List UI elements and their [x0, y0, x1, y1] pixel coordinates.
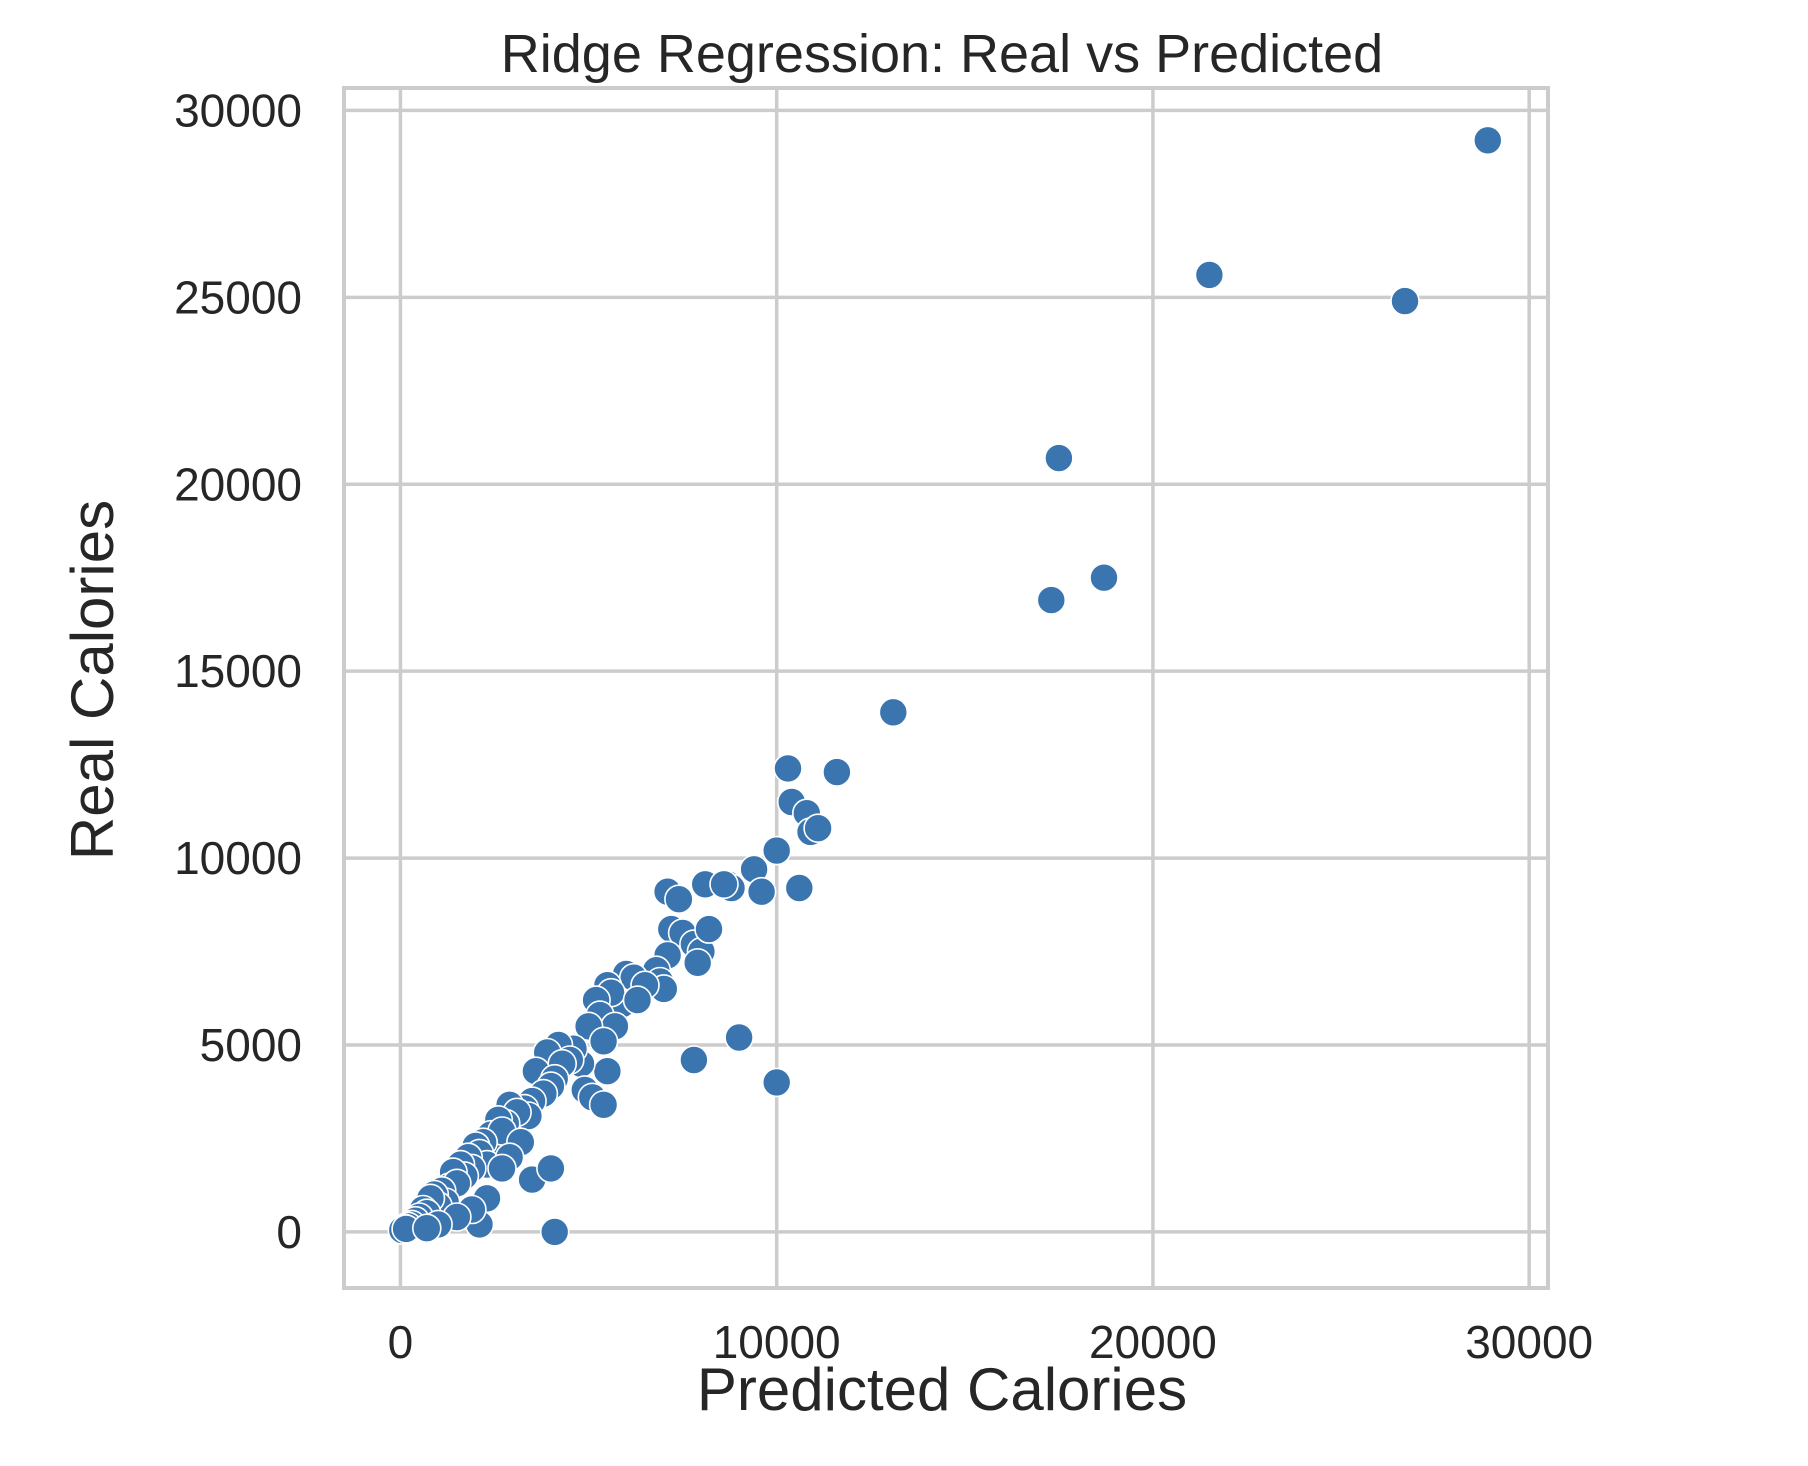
plot-frame — [342, 86, 1550, 1290]
data-point — [724, 1022, 754, 1053]
tick-labels: 0 10000 20000 30000 0 5000 10000 15000 20000 2500… — [174, 84, 1593, 1368]
data-point — [803, 813, 833, 844]
data-point — [679, 1045, 709, 1075]
data-point — [784, 873, 815, 903]
data-point — [1473, 125, 1503, 156]
data-point — [1089, 562, 1119, 593]
data-point — [878, 697, 909, 728]
data-point — [1036, 585, 1067, 615]
data-point — [588, 1090, 619, 1120]
data-point — [746, 876, 777, 907]
data-point — [539, 1217, 570, 1247]
y-tick-label: 15000 — [174, 645, 302, 697]
data-point — [761, 835, 792, 866]
data-point — [1390, 286, 1420, 316]
x-tick-label: 30000 — [1465, 1316, 1593, 1368]
x-tick-label: 10000 — [713, 1316, 841, 1368]
data-point — [1044, 443, 1074, 473]
data-point — [761, 1067, 792, 1098]
data-point — [411, 1213, 442, 1243]
data-point — [773, 753, 803, 784]
y-axis-label: Real Calories — [59, 500, 126, 860]
data-point — [709, 869, 739, 900]
y-tick-label: 25000 — [174, 271, 302, 323]
data-points — [387, 125, 1503, 1247]
y-tick-label: 5000 — [200, 1019, 302, 1071]
data-point — [1194, 260, 1225, 290]
x-tick-label: 0 — [388, 1316, 414, 1368]
data-point — [694, 914, 724, 944]
data-point — [588, 1026, 619, 1057]
y-tick-label: 0 — [276, 1206, 302, 1258]
data-point — [487, 1153, 517, 1184]
data-point — [536, 1153, 566, 1184]
x-axis-label: Predicted Calories — [697, 1356, 1187, 1423]
data-point — [592, 1056, 623, 1086]
data-point — [682, 947, 713, 978]
x-tick-label: 20000 — [1089, 1316, 1217, 1368]
y-tick-label: 10000 — [174, 832, 302, 884]
data-point — [822, 757, 852, 787]
y-tick-label: 20000 — [174, 458, 302, 510]
y-tick-label: 30000 — [174, 84, 302, 136]
data-point — [664, 884, 694, 915]
chart-title: Ridge Regression: Real vs Predicted — [501, 24, 1383, 84]
data-point — [622, 985, 653, 1015]
